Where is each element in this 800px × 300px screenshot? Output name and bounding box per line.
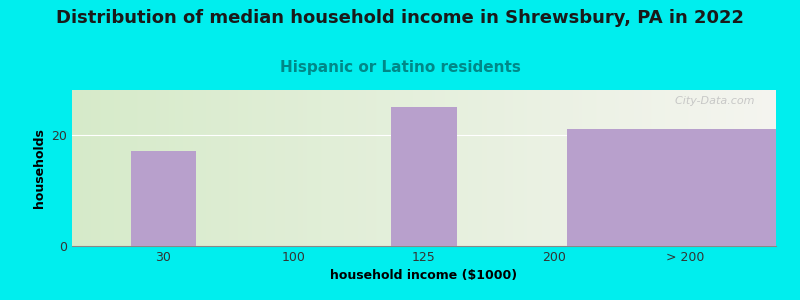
Text: City-Data.com: City-Data.com	[668, 96, 755, 106]
Text: Hispanic or Latino residents: Hispanic or Latino residents	[279, 60, 521, 75]
X-axis label: household income ($1000): household income ($1000)	[330, 269, 518, 282]
Y-axis label: households: households	[33, 128, 46, 208]
Bar	[130, 151, 196, 246]
Text: Distribution of median household income in Shrewsbury, PA in 2022: Distribution of median household income …	[56, 9, 744, 27]
Bar	[567, 129, 800, 246]
Bar	[391, 107, 457, 246]
